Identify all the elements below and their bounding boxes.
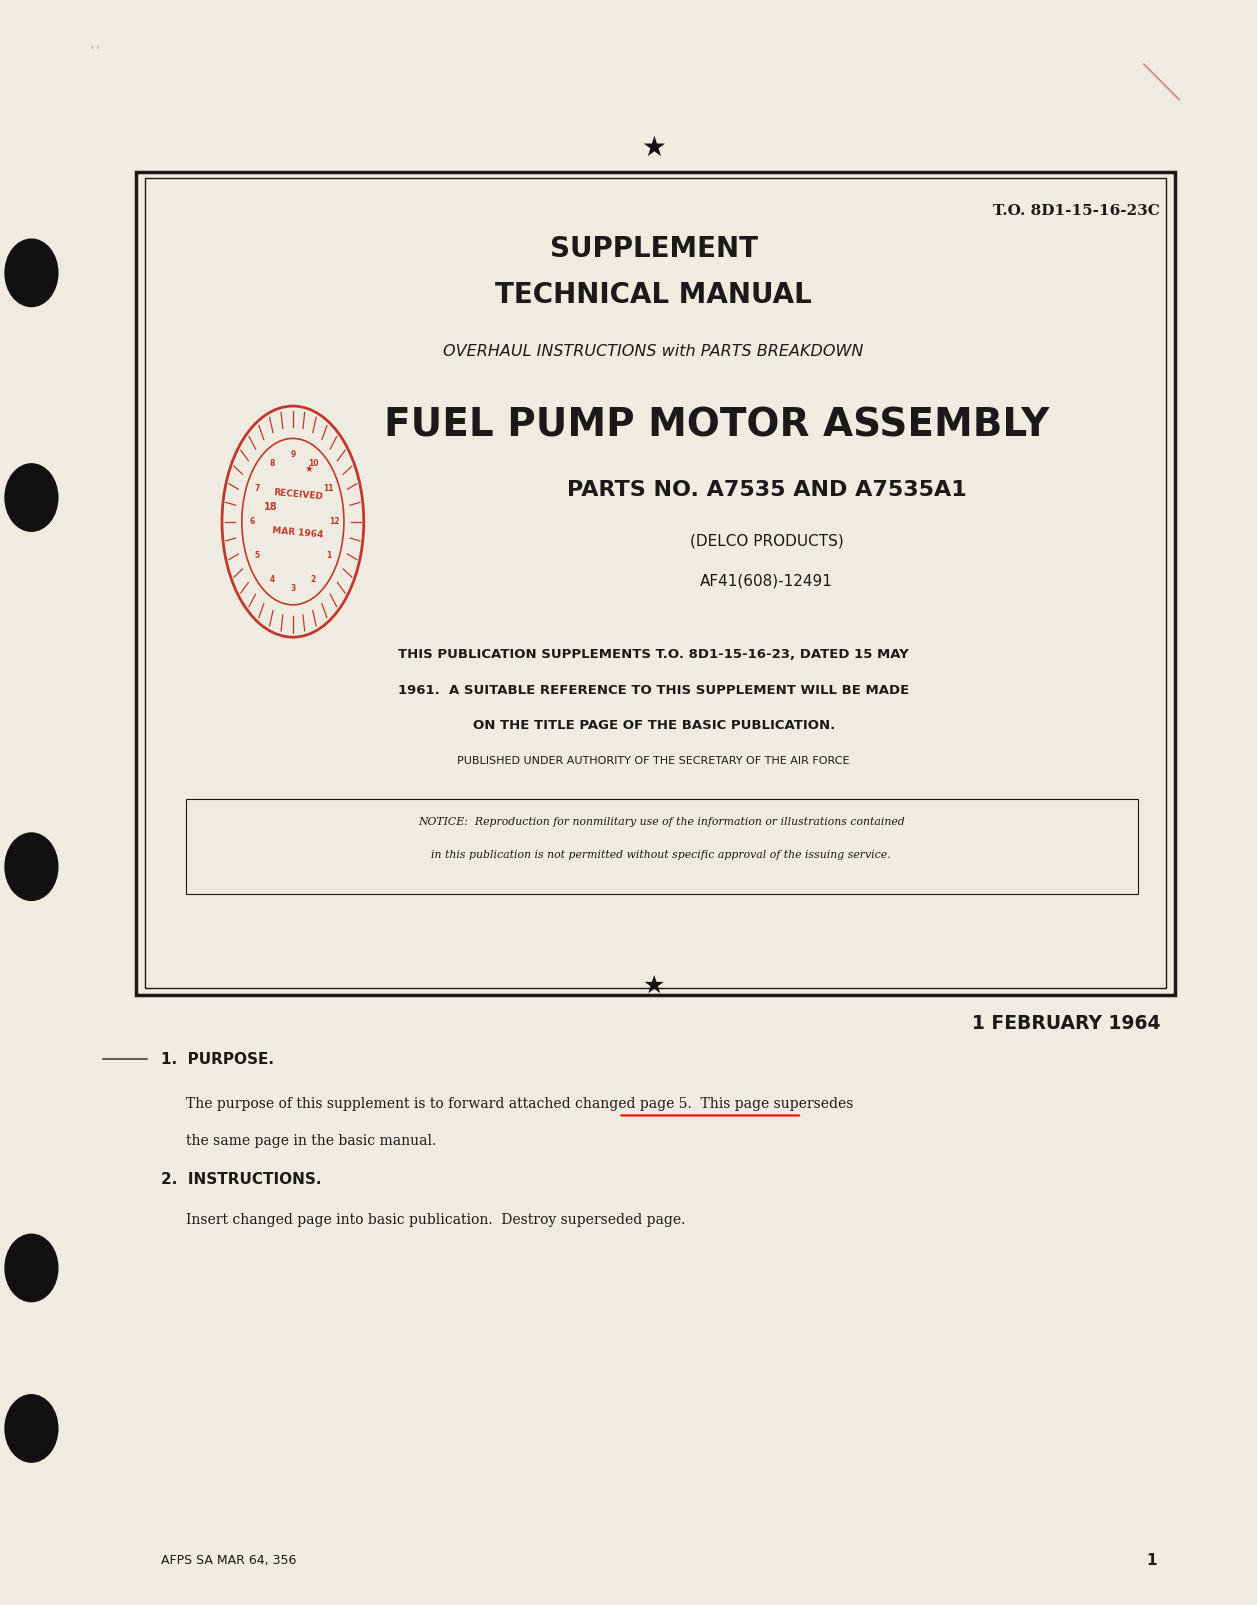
Text: 3: 3	[290, 584, 295, 594]
Text: PUBLISHED UNDER AUTHORITY OF THE SECRETARY OF THE AIR FORCE: PUBLISHED UNDER AUTHORITY OF THE SECRETA…	[458, 756, 850, 766]
Text: 10: 10	[308, 459, 319, 469]
Text: 1: 1	[326, 551, 331, 560]
Text: 8: 8	[270, 459, 275, 469]
Text: 4: 4	[270, 575, 275, 584]
Text: NOTICE:  Reproduction for nonmilitary use of the information or illustrations co: NOTICE: Reproduction for nonmilitary use…	[417, 817, 905, 827]
Text: in this publication is not permitted without specific approval of the issuing se: in this publication is not permitted wit…	[431, 851, 891, 860]
Text: 9: 9	[290, 449, 295, 459]
Text: 12: 12	[329, 517, 339, 526]
Text: ★: ★	[305, 464, 313, 473]
Circle shape	[5, 833, 58, 900]
Bar	[136, 172, 1175, 995]
Text: MAR 1964: MAR 1964	[272, 526, 324, 539]
Circle shape	[5, 1234, 58, 1302]
Text: 5: 5	[255, 551, 260, 560]
Circle shape	[5, 464, 58, 531]
Circle shape	[5, 239, 58, 307]
Text: AF41(608)-12491: AF41(608)-12491	[700, 573, 833, 589]
Text: T.O. 8D1-15-16-23C: T.O. 8D1-15-16-23C	[993, 204, 1160, 218]
Text: SUPPLEMENT: SUPPLEMENT	[549, 234, 758, 263]
Text: ★: ★	[642, 974, 665, 997]
Text: OVERHAUL INSTRUCTIONS with PARTS BREAKDOWN: OVERHAUL INSTRUCTIONS with PARTS BREAKDO…	[444, 343, 864, 360]
Text: TECHNICAL MANUAL: TECHNICAL MANUAL	[495, 281, 812, 310]
Text: (DELCO PRODUCTS): (DELCO PRODUCTS)	[690, 533, 843, 549]
Text: THIS PUBLICATION SUPPLEMENTS T.O. 8D1-15-16-23, DATED 15 MAY: THIS PUBLICATION SUPPLEMENTS T.O. 8D1-15…	[398, 648, 909, 661]
Text: the same page in the basic manual.: the same page in the basic manual.	[186, 1135, 436, 1148]
Text: Insert changed page into basic publication.  Destroy superseded page.: Insert changed page into basic publicati…	[186, 1213, 685, 1226]
Text: 1 FEBRUARY 1964: 1 FEBRUARY 1964	[972, 1014, 1160, 1034]
Text: RECEIVED: RECEIVED	[273, 488, 323, 501]
Text: 1961.  A SUITABLE REFERENCE TO THIS SUPPLEMENT WILL BE MADE: 1961. A SUITABLE REFERENCE TO THIS SUPPL…	[398, 684, 909, 697]
Text: 2: 2	[310, 575, 316, 584]
Text: FUEL PUMP MOTOR ASSEMBLY: FUEL PUMP MOTOR ASSEMBLY	[383, 406, 1050, 445]
Text: AFPS SA MAR 64, 356: AFPS SA MAR 64, 356	[161, 1554, 297, 1566]
Text: 2.  INSTRUCTIONS.: 2. INSTRUCTIONS.	[161, 1172, 322, 1188]
Text: ' ': ' '	[91, 47, 98, 56]
Text: PARTS NO. A7535 AND A7535A1: PARTS NO. A7535 AND A7535A1	[567, 480, 967, 499]
Text: The purpose of this supplement is to forward attached changed page 5.  This page: The purpose of this supplement is to for…	[186, 1098, 854, 1111]
Text: 18: 18	[264, 502, 277, 512]
Bar	[186, 799, 1138, 894]
Text: 7: 7	[255, 483, 260, 493]
Text: ON THE TITLE PAGE OF THE BASIC PUBLICATION.: ON THE TITLE PAGE OF THE BASIC PUBLICATI…	[473, 719, 835, 732]
Text: 1.  PURPOSE.: 1. PURPOSE.	[161, 1051, 274, 1067]
Circle shape	[5, 1395, 58, 1462]
Bar	[145, 178, 1166, 989]
Text: 1: 1	[1146, 1552, 1156, 1568]
Text: 11: 11	[323, 483, 334, 493]
Text: 6: 6	[249, 517, 254, 526]
Text: ★: ★	[641, 133, 666, 162]
